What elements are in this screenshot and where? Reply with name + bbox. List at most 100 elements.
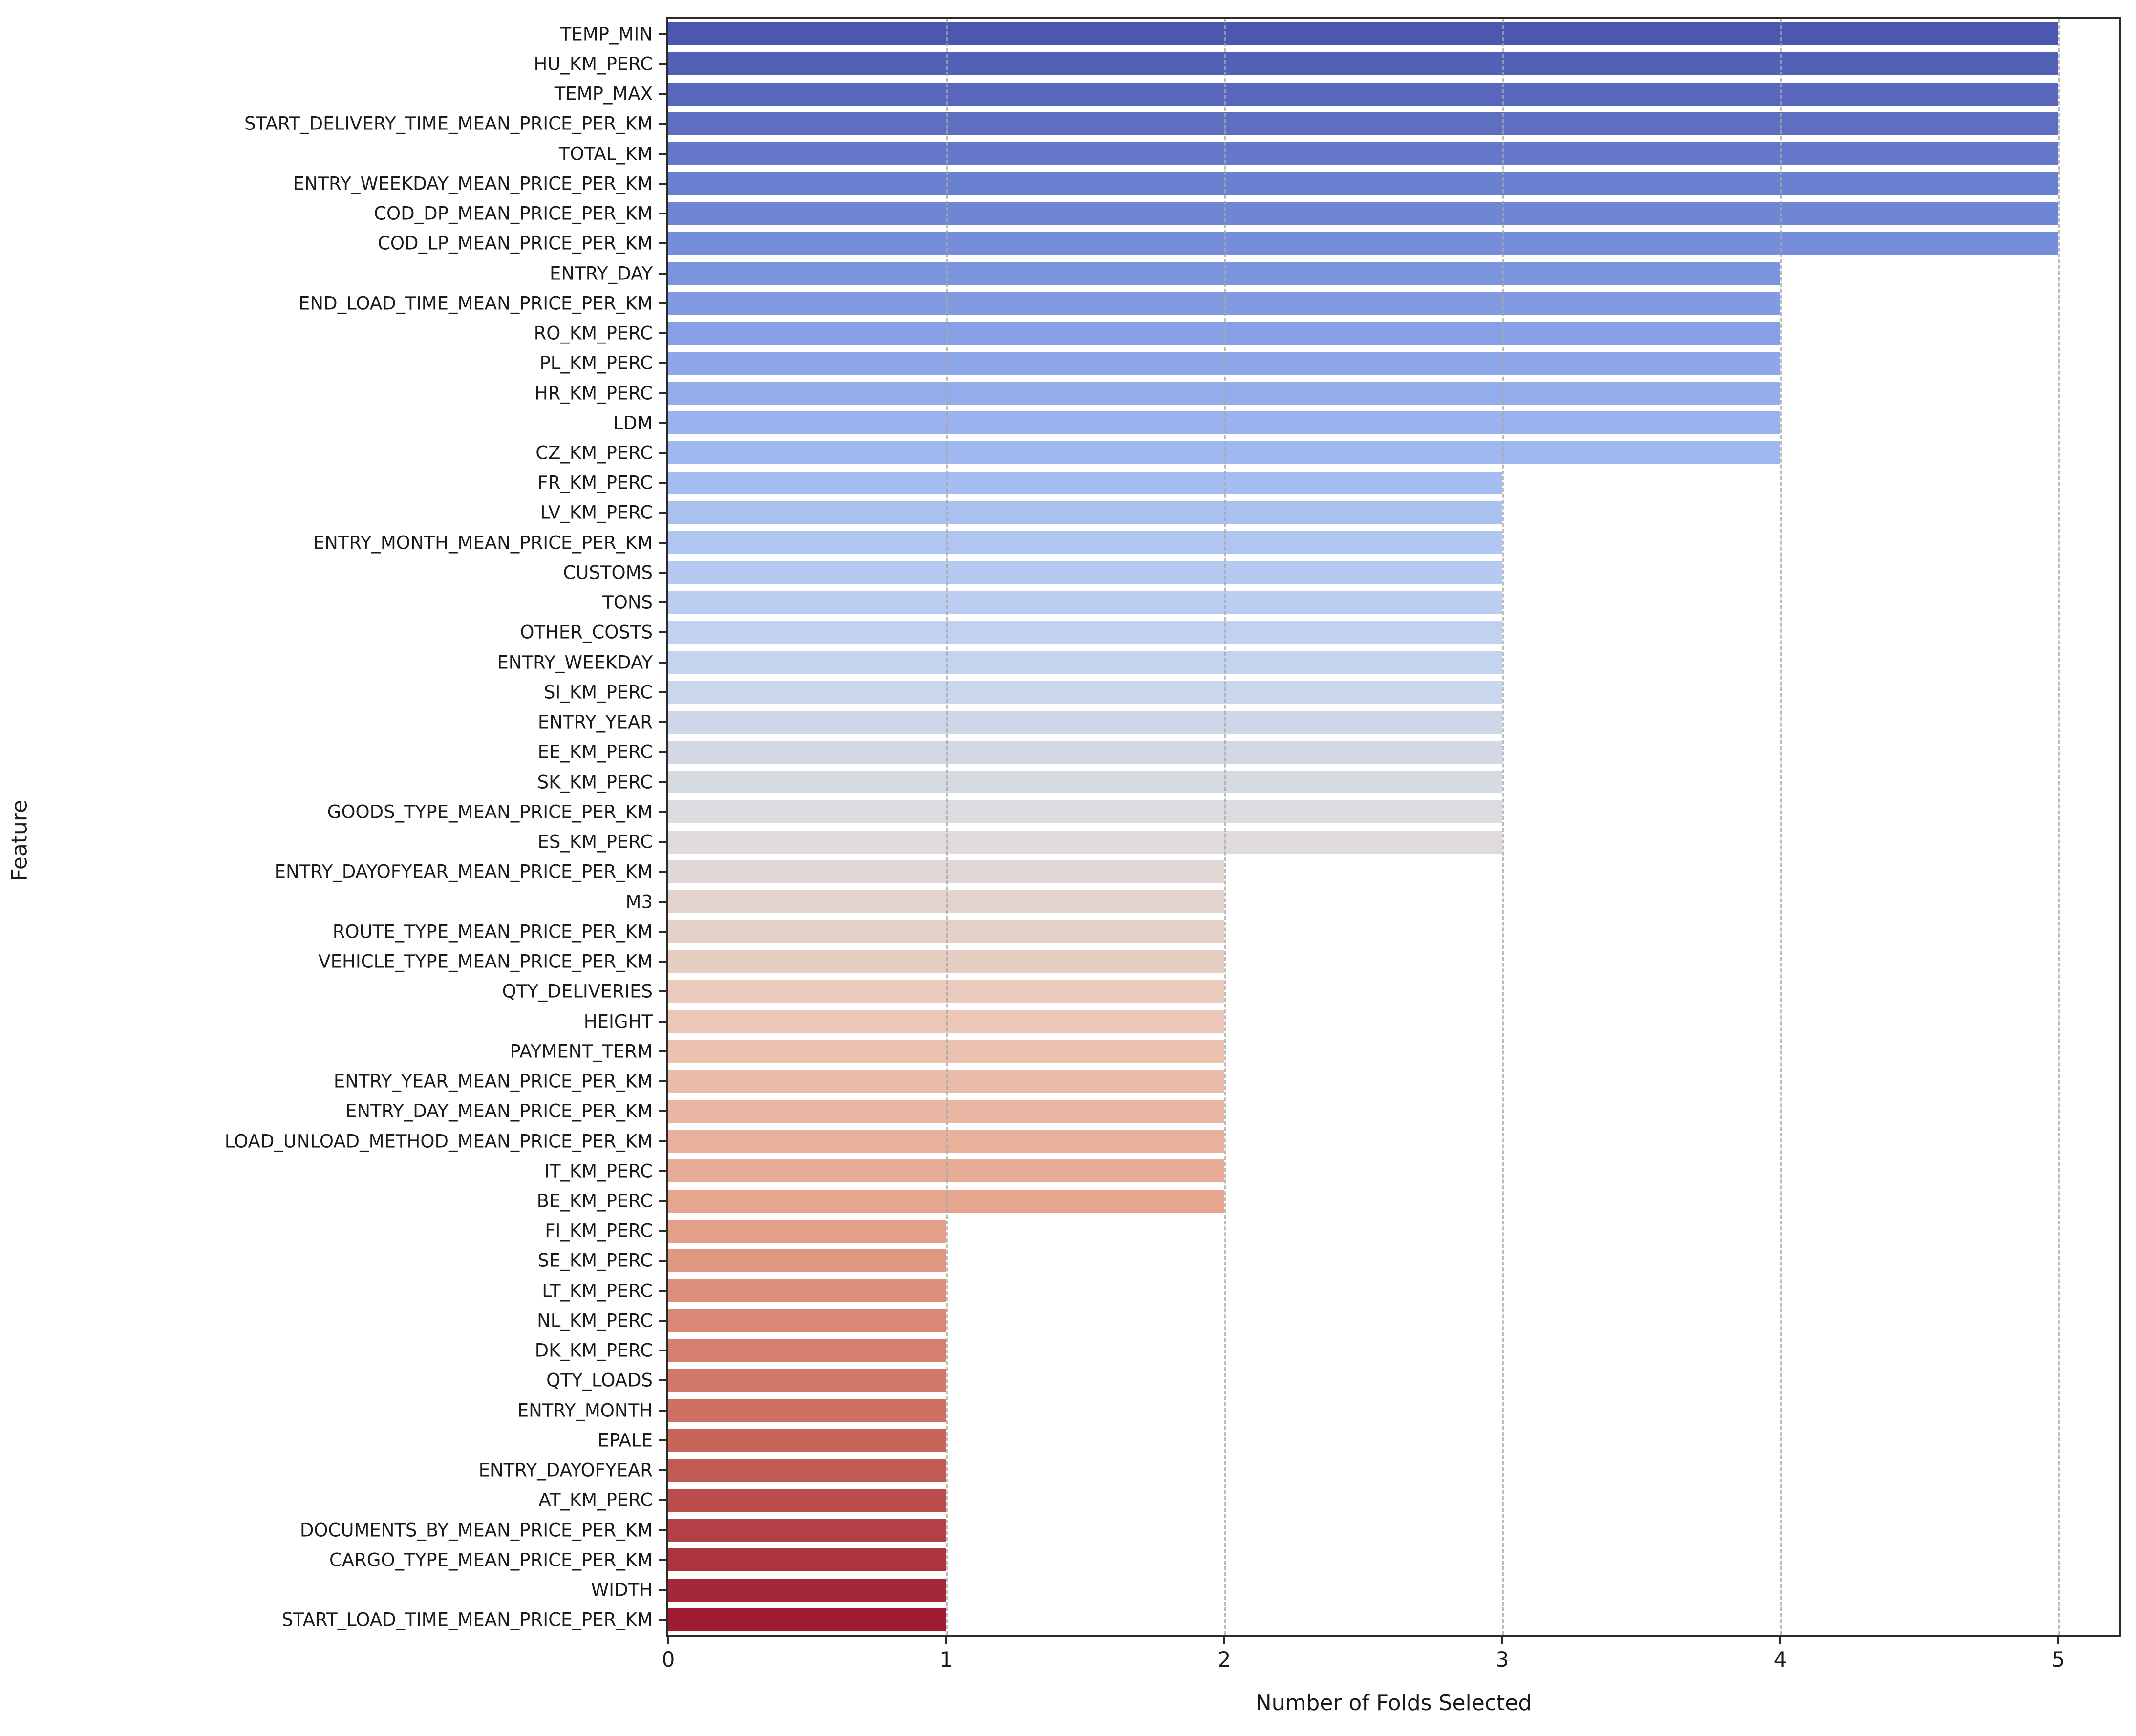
bar [668, 142, 2058, 166]
bar [668, 112, 2058, 135]
x-tick-label: 4 [1773, 1648, 1787, 1672]
y-tick-mark [659, 182, 666, 185]
y-tick-mark [659, 1020, 666, 1023]
y-tick-mark [659, 841, 666, 843]
y-tick-mark [659, 1619, 666, 1621]
x-tick-label: 3 [1495, 1648, 1509, 1672]
y-tick-mark [659, 93, 666, 95]
bar [668, 531, 1502, 555]
feature-label: FI_KM_PERC [545, 1220, 653, 1242]
y-tick-mark [659, 1350, 666, 1352]
bar [668, 1219, 946, 1243]
feature-label: CUSTOMS [563, 562, 653, 583]
bar [668, 710, 1502, 734]
y-tick-mark [659, 1529, 666, 1531]
feature-label: IT_KM_PERC [544, 1160, 653, 1182]
y-tick-mark [659, 721, 666, 724]
y-tick-mark [659, 961, 666, 963]
feature-label: AT_KM_PERC [538, 1489, 653, 1511]
feature-label: LT_KM_PERC [542, 1280, 653, 1302]
y-tick-mark [659, 123, 666, 125]
y-tick-mark [659, 691, 666, 693]
feature-label: RO_KM_PERC [534, 322, 653, 344]
bar [668, 1339, 946, 1362]
y-tick-mark [659, 1499, 666, 1501]
x-tick-label: 0 [662, 1648, 675, 1672]
feature-label: END_LOAD_TIME_MEAN_PRICE_PER_KM [299, 293, 653, 314]
bar [668, 771, 1502, 794]
bar [668, 651, 1502, 674]
feature-label: CARGO_TYPE_MEAN_PRICE_PER_KM [329, 1549, 653, 1571]
feature-label: PL_KM_PERC [539, 352, 653, 374]
bar [668, 82, 2058, 106]
bar [668, 561, 1502, 584]
x-tick-label: 1 [940, 1648, 953, 1672]
bar [668, 1249, 946, 1272]
x-tick-mark [945, 1635, 947, 1644]
x-tick-mark [1501, 1635, 1503, 1644]
feature-label: GOODS_TYPE_MEAN_PRICE_PER_KM [327, 801, 653, 823]
feature-label: LOAD_UNLOAD_METHOD_MEAN_PRICE_PER_KM [224, 1131, 653, 1152]
x-tick-mark [1779, 1635, 1781, 1644]
bar [668, 621, 1502, 644]
bar [668, 1548, 946, 1572]
bar [668, 1608, 946, 1631]
bar [668, 202, 2058, 225]
feature-label: M3 [625, 891, 653, 913]
feature-label: TOTAL_KM [558, 143, 653, 165]
y-tick-mark [659, 362, 666, 364]
y-tick-mark [659, 332, 666, 335]
feature-label: PAYMENT_TERM [510, 1041, 653, 1062]
y-tick-mark [659, 213, 666, 215]
bar [668, 1309, 946, 1332]
y-tick-mark [659, 1110, 666, 1113]
feature-label: EPALE [598, 1430, 653, 1451]
feature-label: ENTRY_WEEKDAY_MEAN_PRICE_PER_KM [293, 173, 653, 194]
x-tick-mark [667, 1635, 669, 1644]
y-tick-mark [659, 811, 666, 813]
x-tick-mark [1223, 1635, 1225, 1644]
x-tick-mark [2057, 1635, 2059, 1644]
feature-label: SE_KM_PERC [537, 1250, 653, 1271]
feature-label: QTY_LOADS [546, 1370, 653, 1391]
feature-label: CZ_KM_PERC [535, 442, 653, 464]
bar [668, 471, 1502, 494]
gridline [2058, 19, 2060, 1635]
y-tick-mark [659, 1260, 666, 1262]
y-tick-mark [659, 392, 666, 394]
y-tick-mark [659, 1050, 666, 1052]
feature-label: HR_KM_PERC [534, 383, 653, 404]
feature-label: ROUTE_TYPE_MEAN_PRICE_PER_KM [332, 921, 653, 943]
x-tick-label: 5 [2051, 1648, 2065, 1672]
y-tick-mark [659, 631, 666, 634]
bar [668, 1488, 946, 1512]
bar [668, 501, 1502, 524]
bar [668, 830, 1502, 854]
plot-area: 0 1 2 3 4 5 [659, 17, 2121, 1670]
y-tick-mark [659, 1439, 666, 1441]
feature-label: START_LOAD_TIME_MEAN_PRICE_PER_KM [281, 1609, 653, 1630]
y-tick-mark [659, 900, 666, 903]
y-tick-mark [659, 1140, 666, 1142]
feature-label: OTHER_COSTS [520, 622, 653, 643]
bar [668, 52, 2058, 76]
feature-label: ENTRY_YEAR_MEAN_PRICE_PER_KM [333, 1071, 653, 1092]
y-tick-mark [659, 272, 666, 275]
bar [668, 740, 1502, 764]
y-tick-mark [659, 871, 666, 873]
y-tick-mark [659, 1230, 666, 1232]
y-tick-mark [659, 930, 666, 933]
gridline [1224, 19, 1226, 1635]
y-tick-mark [659, 1289, 666, 1292]
feature-label: ENTRY_DAY_MEAN_PRICE_PER_KM [345, 1100, 653, 1122]
feature-label: ES_KM_PERC [537, 831, 653, 853]
feature-label: COD_DP_MEAN_PRICE_PER_KM [374, 203, 653, 224]
feature-label: BE_KM_PERC [536, 1190, 653, 1212]
y-tick-mark [659, 1469, 666, 1472]
bar [668, 800, 1502, 824]
y-tick-mark [659, 601, 666, 604]
gridline [946, 19, 948, 1635]
y-tick-mark [659, 482, 666, 484]
feature-label: COD_LP_MEAN_PRICE_PER_KM [378, 233, 653, 254]
